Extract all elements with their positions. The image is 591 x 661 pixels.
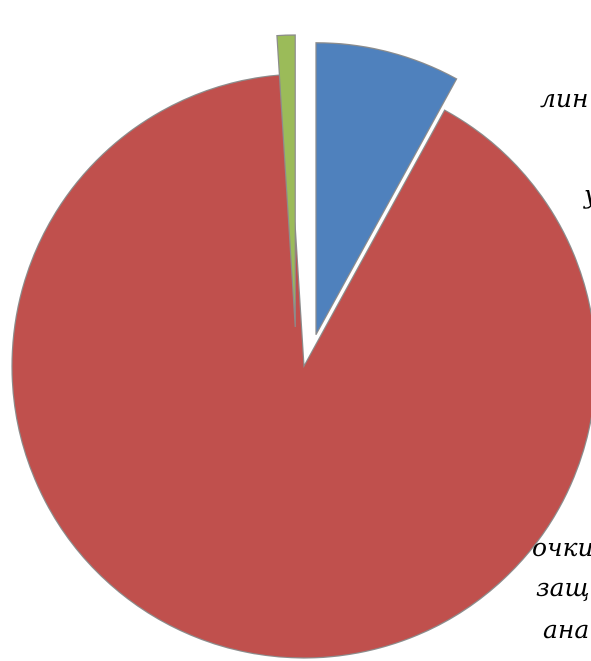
slice-label-3: у: [584, 182, 591, 207]
pie-slice-blue: [315, 42, 458, 336]
pie-slice-red: [11, 73, 591, 659]
pie-slice-green: [276, 34, 296, 328]
slice-label-5: защ: [536, 573, 590, 602]
slice-label-1: лин: [540, 84, 589, 113]
slice-label-6: ана: [543, 615, 590, 644]
slice-label-4: очки: [532, 533, 591, 562]
